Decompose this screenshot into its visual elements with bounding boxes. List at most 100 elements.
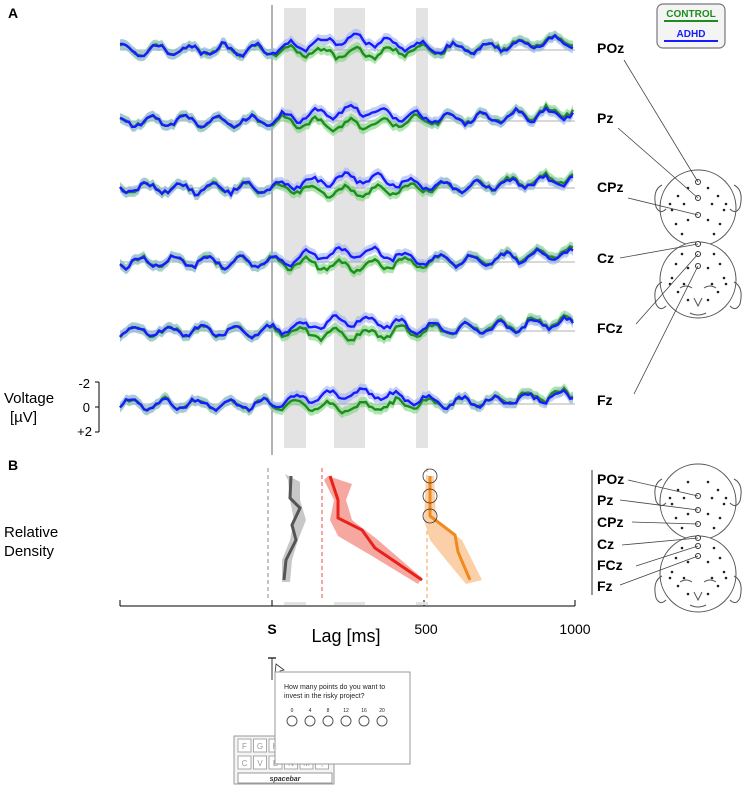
red-series-line <box>328 475 423 582</box>
electrode-dot <box>706 480 710 484</box>
channel-label-b-pz: Pz <box>597 492 613 508</box>
option-radio <box>286 715 298 727</box>
electrode-dot <box>680 232 684 236</box>
electrode-dot <box>722 570 726 574</box>
electrode-dot <box>712 232 716 236</box>
electrode-dot <box>716 488 720 492</box>
electrode-dot <box>680 252 684 256</box>
electrode-dot <box>680 546 684 550</box>
electrode-dot <box>676 584 680 588</box>
electrode-dot <box>682 496 686 500</box>
option-radio <box>358 715 370 727</box>
channel-label-b-fz: Fz <box>597 578 613 594</box>
spacebar-key <box>237 772 333 784</box>
x-tick-label: 500 <box>414 621 438 637</box>
option-label: 12 <box>343 708 349 714</box>
voltage-label-line2: [µV] <box>10 409 37 426</box>
option-label: 16 <box>361 708 367 714</box>
highlight-circle <box>422 468 438 484</box>
stimulus-question-line2: invest in the risky project? <box>284 693 365 700</box>
highlight-bands <box>284 8 428 448</box>
electrode-dot <box>682 202 686 206</box>
electrode-dot <box>706 298 710 302</box>
electrode-dot <box>686 298 690 302</box>
option-label: 8 <box>327 708 330 714</box>
electrode-dot <box>676 194 680 198</box>
channel-label-b-fcz: FCz <box>597 557 623 573</box>
eyes-icon <box>679 285 717 289</box>
electrode-dot <box>710 496 714 500</box>
voltage-tick-label: -2 <box>78 376 90 391</box>
stimulus-question-line1: How many points do you want to <box>284 684 385 691</box>
channel-labels: POz Pz CPz Cz FCz Fz <box>597 40 624 408</box>
electrode-dot <box>722 276 726 280</box>
electrode-dot <box>674 222 678 226</box>
highlight-band <box>284 8 306 448</box>
key <box>237 738 252 753</box>
electrode-dot <box>682 282 686 286</box>
ear-icon <box>729 281 742 310</box>
adhd-trace-poz <box>120 32 574 59</box>
option-radio <box>340 715 352 727</box>
electrode-dot <box>722 502 726 506</box>
voltage-tick-label: +2 <box>77 424 92 439</box>
nose-icon <box>693 591 703 602</box>
legend-control-label: CONTROL <box>666 9 715 20</box>
electrode-dot <box>668 202 672 206</box>
adhd-trace-fcz <box>119 314 575 340</box>
stimulus-illustration: FGHJKL CVBNM, spacebar How many points d… <box>233 657 411 785</box>
ear-icon <box>654 184 667 213</box>
highlight-circle <box>422 508 438 524</box>
electrode-dot <box>670 570 674 574</box>
nose-icon <box>693 297 703 308</box>
key-label: V <box>257 759 263 768</box>
ear-icon <box>729 575 742 604</box>
electrode-dot <box>712 252 716 256</box>
electrode-dot <box>706 512 710 516</box>
x-tick-label: 1000 <box>559 621 590 637</box>
red-series-band <box>324 476 422 584</box>
electrode-dot <box>686 592 690 596</box>
adhd-ci-band-cz <box>120 241 573 275</box>
highlight-band <box>334 8 365 448</box>
option-label: 20 <box>379 708 385 714</box>
electrode-dot <box>676 290 680 294</box>
electrode-dot <box>712 526 716 530</box>
mouth-icon <box>689 312 707 316</box>
adhd-trace-cz <box>119 245 574 271</box>
control-ci-band-poz <box>120 30 573 65</box>
connector-lines <box>617 59 699 395</box>
x-tick-label: S <box>267 621 276 637</box>
electrode-dot <box>718 556 722 560</box>
electrode-dot <box>712 546 716 550</box>
spacebar-label: spacebar <box>270 776 302 783</box>
highlight-circle <box>422 488 438 504</box>
voltage-tick-label: 0 <box>83 400 90 415</box>
channel-label-fcz: FCz <box>597 320 623 336</box>
x-axis: S 500 1000 Lag [ms] <box>119 600 591 646</box>
electrode-dot <box>682 576 686 580</box>
legend-adhd-label: ADHD <box>677 29 706 40</box>
electrode-dot <box>670 502 674 506</box>
option-radio <box>304 715 316 727</box>
option-radio <box>322 715 334 727</box>
ear-icon <box>729 478 742 507</box>
electrode-dot <box>724 576 728 580</box>
adhd-ci-band-fcz <box>120 310 573 344</box>
legend: CONTROL ADHD <box>656 3 726 49</box>
electrode-dot <box>716 194 720 198</box>
electrode-dot <box>686 218 690 222</box>
ear-icon <box>654 575 667 604</box>
density-label-line1: Relative <box>4 524 58 541</box>
option-label: 4 <box>309 708 312 714</box>
channel-label-cz: Cz <box>597 250 614 266</box>
electrode-dot <box>724 202 728 206</box>
ear-icon <box>729 184 742 213</box>
electrode-dot <box>670 208 674 212</box>
electrode-dots <box>668 480 728 596</box>
adhd-trace-fz <box>119 387 574 413</box>
electrode-dot <box>718 262 722 266</box>
electrode-dot <box>706 266 710 270</box>
panel-b-label: B <box>8 457 18 473</box>
